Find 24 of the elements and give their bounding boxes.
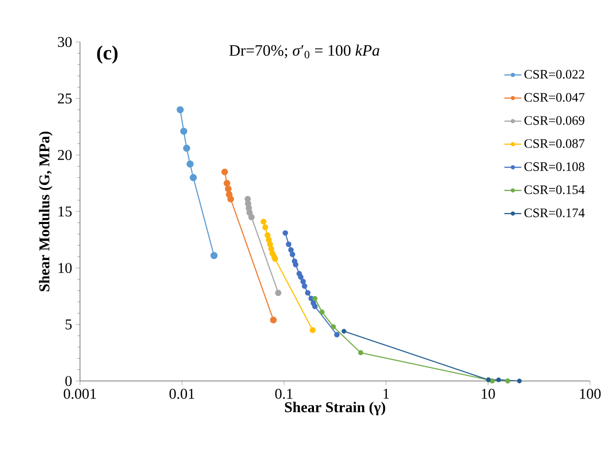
x-tick-label: 1	[384, 388, 389, 399]
x-tick-label: 0.001	[64, 388, 96, 399]
chart-title: Dr=70%; σ′$_{0}$ = 100 kPa	[229, 44, 380, 58]
legend-label: CSR=0.174	[524, 208, 585, 218]
annotation: (c)	[97, 46, 118, 64]
x-tick-label: 100	[580, 388, 601, 399]
legend-label: CSR=0.087	[524, 139, 584, 148]
y-tick-label: 15	[58, 206, 72, 216]
legend-label: CSR=0.047	[524, 93, 584, 102]
legend-label: CSR=0.069	[524, 116, 584, 125]
y-axis-title: Shear Modulus (G, MPa)	[38, 132, 52, 292]
y-tick-label: 25	[58, 93, 72, 104]
legend-label: CSR=0.022	[524, 70, 584, 79]
x-tick-label: 10	[482, 388, 495, 399]
legend-label: CSR=0.108	[524, 162, 584, 172]
y-tick-label: 20	[58, 150, 72, 160]
y-tick-label: 30	[58, 36, 72, 48]
x-tick-label: 0.01	[169, 388, 194, 399]
y-tick-label: 10	[58, 262, 72, 274]
y-tick-label: 0	[65, 376, 72, 386]
y-tick-label: 5	[66, 320, 72, 330]
x-axis-title: Shear Strain (γ)	[284, 402, 386, 416]
x-tick-label: 0.1	[275, 388, 292, 399]
legend-label: CSR=0.154	[524, 185, 585, 194]
